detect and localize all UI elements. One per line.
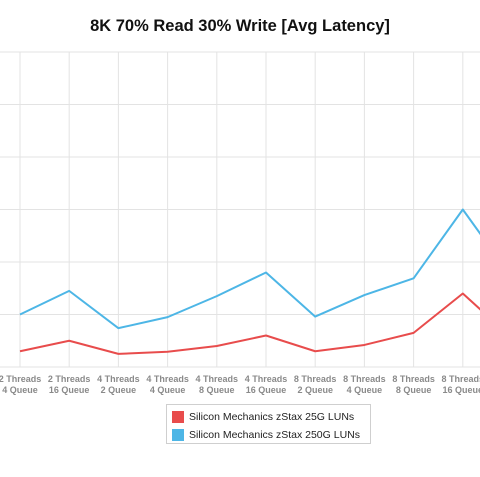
x-tick-label: 4 Queue bbox=[347, 385, 383, 395]
grid-lines bbox=[0, 51, 480, 368]
series-line-1 bbox=[19, 208, 480, 330]
series-line-0 bbox=[19, 292, 480, 355]
legend-label-250g: Silicon Mechanics zStax 250G LUNs bbox=[189, 429, 360, 441]
legend-label-25g: Silicon Mechanics zStax 25G LUNs bbox=[189, 411, 355, 423]
series-lines bbox=[19, 208, 480, 355]
x-tick-label: 2 Threads bbox=[0, 374, 41, 384]
legend-swatch-250g bbox=[172, 429, 184, 441]
x-tick-label: 16 Queue bbox=[246, 385, 287, 395]
x-tick-label: 4 Threads bbox=[196, 374, 239, 384]
x-tick-label: 4 Queue bbox=[2, 385, 38, 395]
x-tick-label: 16 Queue bbox=[49, 385, 90, 395]
x-tick-label: 4 Threads bbox=[97, 374, 140, 384]
x-tick-label: 8 Threads bbox=[442, 374, 480, 384]
x-tick-label: 4 Queue bbox=[150, 385, 186, 395]
legend-item-250g: Silicon Mechanics zStax 250G LUNs bbox=[172, 428, 360, 442]
chart-title: 8K 70% Read 30% Write [Avg Latency] bbox=[90, 17, 390, 35]
x-tick-label: 4 Threads bbox=[245, 374, 288, 384]
x-tick-label: 8 Threads bbox=[294, 374, 337, 384]
x-tick-label: 8 Threads bbox=[392, 374, 435, 384]
x-tick-label: 2 Queue bbox=[101, 385, 137, 395]
x-tick-label: 16 Queue bbox=[443, 385, 480, 395]
x-tick-label: 4 Threads bbox=[146, 374, 189, 384]
chart-legend: Silicon Mechanics zStax 25G LUNs Silicon… bbox=[166, 404, 371, 444]
x-tick-label: 2 Threads bbox=[48, 374, 91, 384]
x-tick-label: 8 Threads bbox=[343, 374, 386, 384]
legend-item-25g: Silicon Mechanics zStax 25G LUNs bbox=[172, 410, 354, 424]
x-tick-label: 8 Queue bbox=[199, 385, 235, 395]
legend-swatch-25g bbox=[172, 411, 184, 423]
x-tick-label: 2 Queue bbox=[297, 385, 333, 395]
x-tick-label: 8 Queue bbox=[396, 385, 432, 395]
